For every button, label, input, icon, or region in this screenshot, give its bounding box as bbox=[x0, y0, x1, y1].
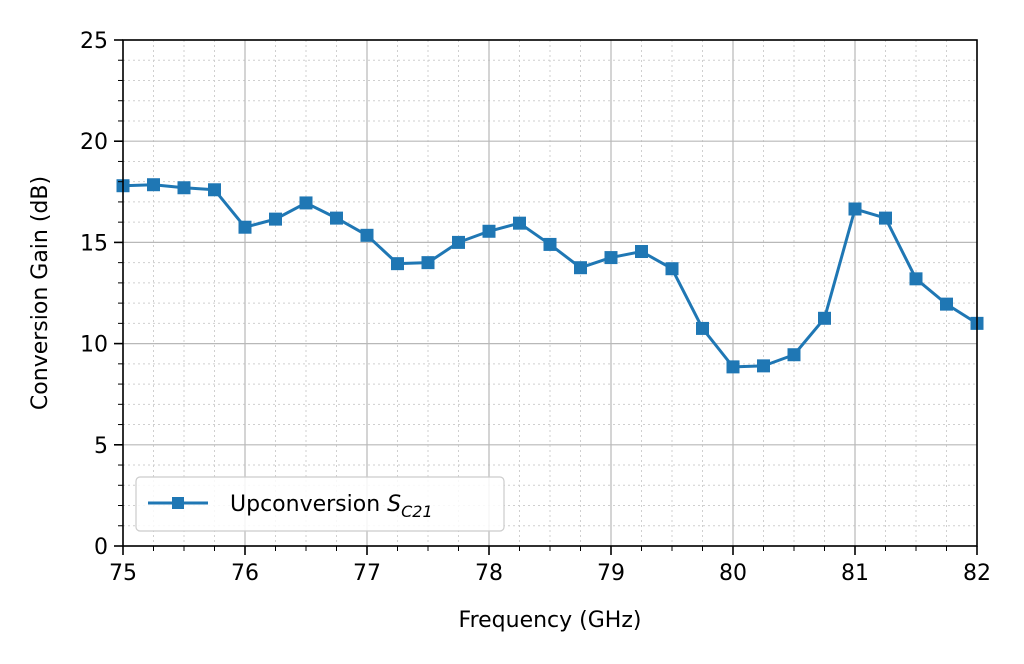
data-point bbox=[208, 183, 221, 197]
x-tick-label: 80 bbox=[719, 561, 747, 586]
data-point bbox=[604, 251, 618, 265]
data-point bbox=[787, 348, 801, 362]
x-tick-label: 79 bbox=[597, 561, 625, 586]
tick-labels: 75 76 77 78 79 80 81 82 0 5 10 15 20 25 bbox=[80, 29, 991, 586]
legend-marker-swatch bbox=[172, 497, 184, 509]
x-tick-label: 81 bbox=[841, 561, 869, 586]
y-tick-label: 25 bbox=[80, 29, 108, 54]
series-layer bbox=[116, 178, 984, 374]
data-point bbox=[757, 359, 770, 373]
y-axis-title: Conversion Gain (dB) bbox=[28, 176, 53, 410]
data-point bbox=[360, 228, 374, 242]
data-point bbox=[818, 311, 831, 325]
data-point bbox=[726, 360, 740, 374]
data-point bbox=[543, 237, 557, 251]
legend-series-subscript: C21 bbox=[401, 502, 433, 521]
minor-grid bbox=[123, 40, 977, 546]
data-point bbox=[665, 262, 679, 276]
data-point bbox=[513, 216, 526, 230]
y-tick-label: 15 bbox=[80, 231, 108, 256]
legend-label: Upconversion SC21 bbox=[230, 492, 433, 521]
x-tick-label: 82 bbox=[963, 561, 991, 586]
y-tick-label: 0 bbox=[94, 535, 108, 560]
data-point bbox=[269, 212, 282, 226]
y-tick-label: 20 bbox=[80, 130, 108, 155]
x-tick-label: 78 bbox=[475, 561, 503, 586]
data-point bbox=[482, 224, 496, 238]
data-point bbox=[238, 220, 252, 234]
y-tick-label: 5 bbox=[94, 434, 108, 459]
x-tick-label: 77 bbox=[353, 561, 381, 586]
data-point bbox=[940, 297, 953, 311]
data-point bbox=[909, 272, 923, 286]
legend-series-name: Upconversion S bbox=[230, 492, 401, 517]
data-point bbox=[574, 261, 587, 275]
legend-box bbox=[135, 476, 505, 532]
legend: Upconversion SC21 bbox=[135, 476, 505, 532]
data-point bbox=[452, 235, 465, 249]
x-axis-title: Frequency (GHz) bbox=[459, 608, 642, 633]
data-point bbox=[421, 256, 435, 270]
data-point bbox=[879, 211, 892, 225]
data-point bbox=[177, 181, 191, 195]
legend-series-name-symbol: S bbox=[387, 492, 401, 517]
x-tick-label: 76 bbox=[231, 561, 259, 586]
axis-ticks bbox=[114, 39, 978, 555]
x-tick-label: 75 bbox=[109, 561, 137, 586]
legend-series-name-text: Upconversion bbox=[230, 492, 387, 517]
data-point bbox=[330, 211, 343, 225]
data-point bbox=[848, 202, 862, 216]
data-point bbox=[299, 196, 313, 210]
data-point bbox=[391, 257, 404, 271]
data-point bbox=[696, 321, 709, 335]
y-tick-label: 10 bbox=[80, 333, 108, 358]
data-point bbox=[147, 178, 160, 192]
data-point bbox=[635, 245, 648, 259]
